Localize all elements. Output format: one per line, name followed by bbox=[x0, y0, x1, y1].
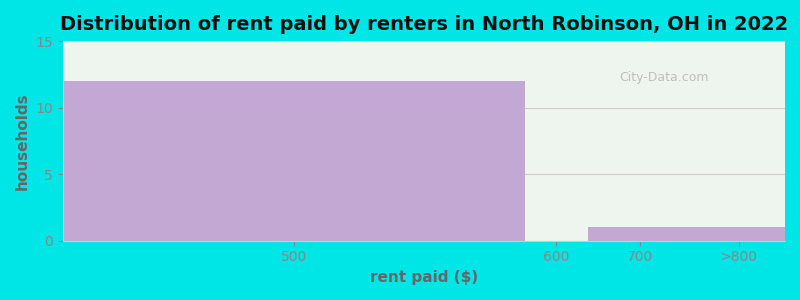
X-axis label: rent paid ($): rent paid ($) bbox=[370, 270, 478, 285]
Text: City-Data.com: City-Data.com bbox=[619, 70, 709, 83]
Title: Distribution of rent paid by renters in North Robinson, OH in 2022: Distribution of rent paid by renters in … bbox=[60, 15, 788, 34]
Bar bbox=[693, 227, 785, 241]
Bar bbox=[588, 227, 693, 241]
Y-axis label: households: households bbox=[15, 92, 30, 190]
Bar bbox=[63, 81, 525, 241]
